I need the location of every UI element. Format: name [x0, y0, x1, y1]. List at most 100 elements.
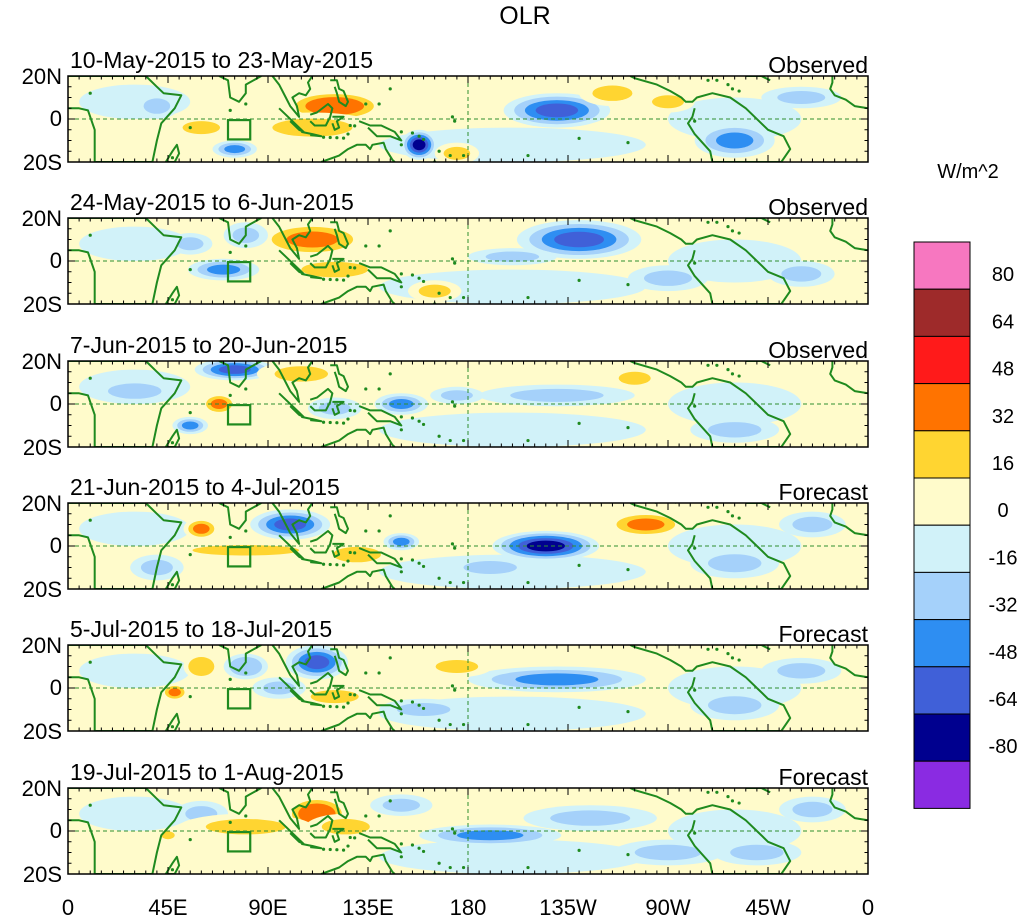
island — [377, 671, 381, 675]
anomaly-contour — [652, 95, 684, 109]
island — [421, 564, 426, 569]
island — [364, 814, 368, 818]
island — [399, 855, 403, 859]
coastline — [358, 689, 403, 711]
island — [450, 257, 455, 261]
coastline — [358, 832, 403, 854]
x-tick-label: 90W — [645, 895, 690, 920]
island — [388, 799, 392, 803]
y-tick-label: 20N — [22, 349, 62, 374]
island — [453, 688, 457, 692]
island — [321, 847, 326, 851]
island — [526, 438, 530, 443]
anomaly-contour — [210, 399, 228, 409]
island — [348, 692, 352, 697]
coastline — [330, 221, 349, 250]
island — [410, 273, 415, 277]
anomaly — [305, 813, 386, 840]
coastline — [301, 130, 323, 138]
island — [188, 126, 192, 130]
island — [706, 790, 710, 794]
island — [448, 438, 452, 443]
island — [335, 848, 339, 852]
island — [88, 803, 92, 807]
coastline — [331, 115, 345, 131]
island — [328, 562, 332, 567]
coastline — [309, 244, 334, 269]
colorbar-swatch — [913, 430, 971, 479]
island — [417, 846, 421, 850]
colorbar-swatch — [913, 477, 971, 526]
anomaly-contour — [510, 388, 604, 402]
anomaly-contour — [708, 422, 762, 438]
coastline — [164, 428, 181, 447]
coastline — [271, 788, 314, 830]
island — [737, 89, 741, 93]
island — [450, 115, 455, 119]
coastline — [309, 815, 334, 839]
island — [170, 298, 175, 302]
coastline — [301, 699, 323, 707]
anomaly-contour — [792, 801, 833, 818]
island — [706, 505, 710, 509]
island — [341, 848, 346, 852]
anomaly — [712, 839, 802, 866]
island — [364, 529, 368, 533]
anomaly — [250, 509, 331, 540]
colorbar-level-label: -32 — [989, 595, 1018, 617]
coastline — [68, 218, 183, 304]
island — [170, 156, 175, 160]
island — [737, 231, 741, 235]
island — [244, 102, 248, 106]
anomaly-contour — [777, 91, 826, 104]
anomaly — [694, 123, 775, 158]
island — [461, 580, 466, 585]
island — [321, 704, 326, 708]
island — [341, 421, 346, 425]
island — [577, 848, 581, 852]
island — [410, 131, 415, 135]
island — [170, 725, 175, 729]
anomaly — [188, 258, 260, 281]
island — [399, 428, 403, 432]
island — [388, 656, 392, 660]
x-tick-label: 135E — [342, 895, 393, 920]
anomaly-contour — [708, 554, 762, 573]
island — [170, 583, 175, 587]
anomaly-contour — [193, 660, 210, 673]
coastline — [301, 557, 323, 565]
island — [341, 563, 346, 567]
island — [461, 722, 466, 727]
colorbar-level-label: 80 — [992, 264, 1014, 286]
y-tick-label: 0 — [50, 533, 62, 558]
island — [321, 135, 326, 139]
island — [626, 426, 630, 430]
island — [577, 136, 581, 140]
coastline — [278, 676, 305, 702]
y-tick-label: 20N — [22, 491, 62, 516]
x-axis: 0 45E 90E 135E 180 135W 90W 45W 0 — [62, 895, 874, 920]
island — [410, 416, 415, 420]
coastline — [745, 218, 771, 224]
island — [453, 546, 457, 550]
coastline — [829, 503, 868, 537]
island — [335, 421, 339, 425]
y-tick-label: 20N — [22, 633, 62, 658]
anomaly-contour — [485, 251, 540, 262]
coastline — [330, 506, 349, 535]
coastline — [629, 503, 792, 589]
coastline — [745, 361, 771, 367]
anomaly — [90, 378, 180, 404]
island — [364, 387, 368, 391]
coastline — [629, 76, 792, 162]
island — [346, 559, 350, 563]
island — [377, 102, 381, 106]
anomaly-contour — [457, 830, 524, 841]
island — [399, 557, 403, 561]
anomaly — [170, 116, 233, 139]
island — [693, 119, 697, 123]
island — [726, 368, 730, 372]
y-tick-label: 0 — [50, 106, 62, 131]
colorbar-level-label: 16 — [992, 453, 1014, 475]
index-region-box — [226, 403, 252, 426]
